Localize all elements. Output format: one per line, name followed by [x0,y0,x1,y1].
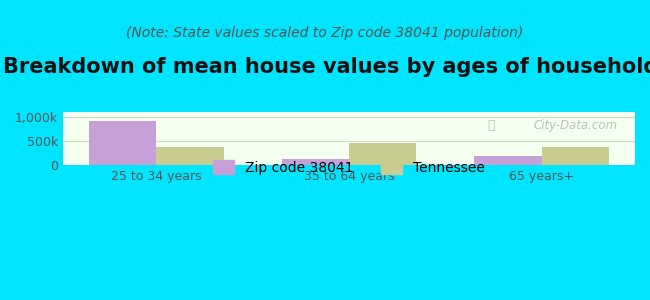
Bar [281,159,349,165]
Text: City-Data.com: City-Data.com [534,119,618,132]
Bar [89,121,157,165]
Bar [474,156,541,165]
Bar [541,147,609,165]
Legend: Zip code 38041, Tennessee: Zip code 38041, Tennessee [207,154,491,180]
Text: (Note: State values scaled to Zip code 38041 population): (Note: State values scaled to Zip code 3… [126,26,524,40]
Bar [349,143,417,165]
Bar [157,147,224,165]
Text: Ⓜ: Ⓜ [488,118,495,131]
Title: Breakdown of mean house values by ages of householders: Breakdown of mean house values by ages o… [3,57,650,77]
